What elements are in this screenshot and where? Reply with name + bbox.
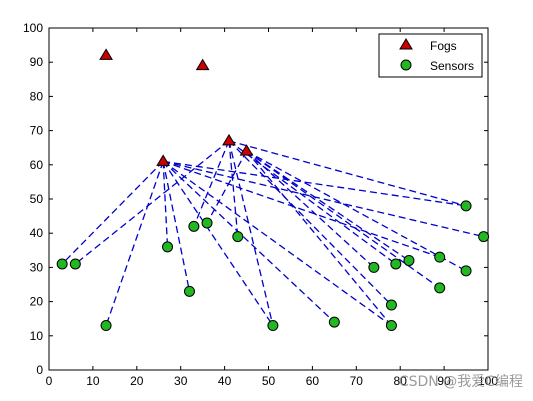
legend-fogs-label: Fogs	[430, 39, 457, 53]
link-line	[105, 161, 164, 326]
fog-marker	[99, 48, 113, 60]
legend: Fogs Sensors	[378, 33, 483, 78]
y-tick-label: 50	[30, 192, 44, 206]
link-line	[246, 150, 467, 272]
legend-sensors-label: Sensors	[430, 59, 474, 73]
sensor-marker	[434, 282, 446, 294]
x-tick-label: 20	[130, 374, 144, 388]
legend-fogs-marker	[399, 38, 413, 50]
sensor-marker	[328, 316, 340, 328]
x-tick-label: 30	[174, 374, 188, 388]
sensor-marker	[56, 258, 68, 270]
data-markers	[56, 48, 490, 332]
sensor-marker	[478, 231, 490, 243]
sensor-marker	[188, 220, 200, 232]
x-tick-label: 90	[437, 374, 451, 388]
sensor-marker	[460, 200, 472, 212]
link-line	[162, 160, 392, 327]
y-tick-label: 60	[30, 158, 44, 172]
sensor-marker	[460, 265, 472, 277]
link-line	[228, 140, 274, 326]
link-line	[228, 140, 467, 207]
sensor-marker	[368, 261, 380, 273]
sensor-marker	[100, 320, 112, 332]
fog-marker	[156, 154, 171, 166]
y-tick-label: 70	[30, 124, 44, 138]
y-axis-ticks: 0 10 20 30 40 50 60 70 80 90 100	[23, 21, 488, 377]
sensor-marker	[162, 241, 174, 253]
x-tick-label: 60	[306, 374, 320, 388]
x-axis-ticks: 0 10 20 30 40 50 60 70 80 90 100	[46, 28, 498, 388]
fog-sensor-links	[61, 140, 484, 327]
y-tick-label: 100	[23, 21, 43, 35]
y-tick-label: 90	[30, 55, 44, 69]
link-line	[163, 160, 467, 207]
sensor-marker	[267, 320, 279, 332]
sensor-marker	[434, 251, 446, 263]
sensor-marker	[183, 285, 195, 297]
y-tick-label: 40	[30, 226, 44, 240]
y-tick-label: 80	[30, 89, 44, 103]
link-line	[206, 150, 248, 224]
link-line	[228, 140, 239, 237]
fog-marker	[239, 144, 254, 156]
link-line	[228, 140, 397, 265]
link-line	[246, 150, 375, 268]
y-tick-label: 20	[30, 295, 44, 309]
x-tick-label: 40	[218, 374, 232, 388]
link-line	[193, 140, 230, 227]
y-tick-label: 0	[36, 363, 43, 377]
x-tick-label: 80	[394, 374, 408, 388]
watermark: CSDN @我爱C编程	[398, 374, 523, 390]
sensor-marker	[403, 255, 415, 267]
link-line	[162, 160, 335, 323]
x-tick-label: 70	[350, 374, 364, 388]
fog-marker	[195, 58, 210, 71]
y-tick-label: 10	[30, 329, 44, 343]
sensor-marker	[385, 299, 397, 311]
link-line	[162, 160, 440, 258]
sensor-marker	[385, 320, 397, 332]
x-tick-label: 50	[262, 374, 276, 388]
x-tick-label: 100	[478, 374, 498, 388]
sensor-marker	[201, 217, 213, 229]
y-tick-label: 30	[30, 260, 44, 274]
sensor-marker	[232, 231, 244, 243]
link-line	[61, 160, 164, 265]
legend-box	[378, 33, 483, 78]
link-line	[228, 140, 392, 306]
link-line	[162, 161, 169, 247]
fog-marker	[222, 133, 236, 146]
link-line	[162, 161, 191, 292]
link-line	[246, 150, 441, 289]
x-tick-label: 10	[86, 374, 100, 388]
sensor-marker	[390, 258, 402, 270]
sensor-marker	[69, 258, 81, 270]
plot-area	[48, 27, 489, 371]
x-tick-label: 0	[46, 374, 53, 388]
legend-sensors-marker	[400, 59, 412, 71]
link-line	[246, 150, 392, 326]
